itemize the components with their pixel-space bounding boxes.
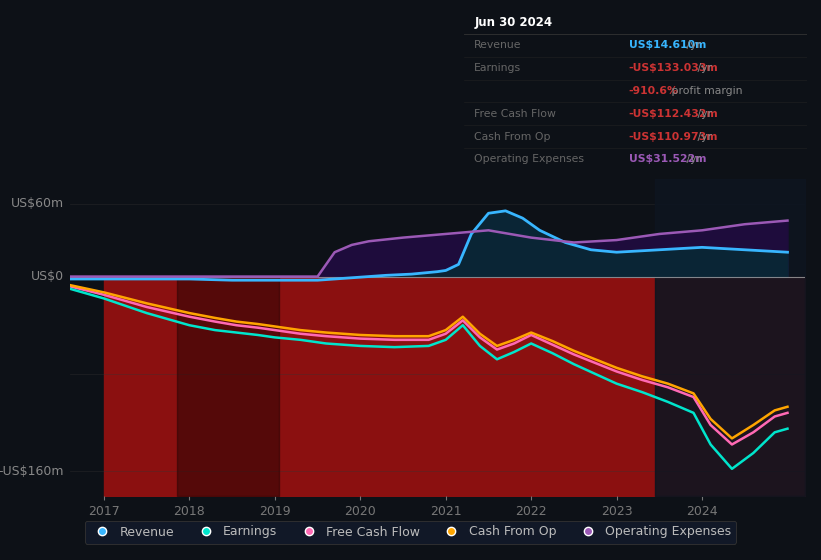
Text: US$60m: US$60m: [11, 197, 64, 210]
Text: US$0: US$0: [31, 270, 64, 283]
Text: -US$110.973m: -US$110.973m: [629, 132, 718, 142]
Text: /yr: /yr: [694, 63, 712, 73]
Legend: Revenue, Earnings, Free Cash Flow, Cash From Op, Operating Expenses: Revenue, Earnings, Free Cash Flow, Cash …: [85, 520, 736, 544]
Text: Cash From Op: Cash From Op: [475, 132, 551, 142]
Text: /yr: /yr: [694, 109, 712, 119]
Text: Revenue: Revenue: [475, 40, 521, 50]
Text: Earnings: Earnings: [475, 63, 521, 73]
Text: -US$112.432m: -US$112.432m: [629, 109, 718, 119]
Text: Jun 30 2024: Jun 30 2024: [475, 16, 553, 29]
Text: Operating Expenses: Operating Expenses: [475, 155, 585, 165]
Text: -910.6%: -910.6%: [629, 86, 679, 96]
Text: Free Cash Flow: Free Cash Flow: [475, 109, 556, 119]
Text: US$14.610m: US$14.610m: [629, 40, 706, 50]
Text: -US$133.033m: -US$133.033m: [629, 63, 718, 73]
Text: profit margin: profit margin: [667, 86, 742, 96]
Text: US$31.522m: US$31.522m: [629, 155, 706, 165]
Text: /yr: /yr: [684, 155, 701, 165]
Text: /yr: /yr: [684, 40, 701, 50]
Text: /yr: /yr: [694, 132, 712, 142]
Text: -US$160m: -US$160m: [0, 465, 64, 478]
